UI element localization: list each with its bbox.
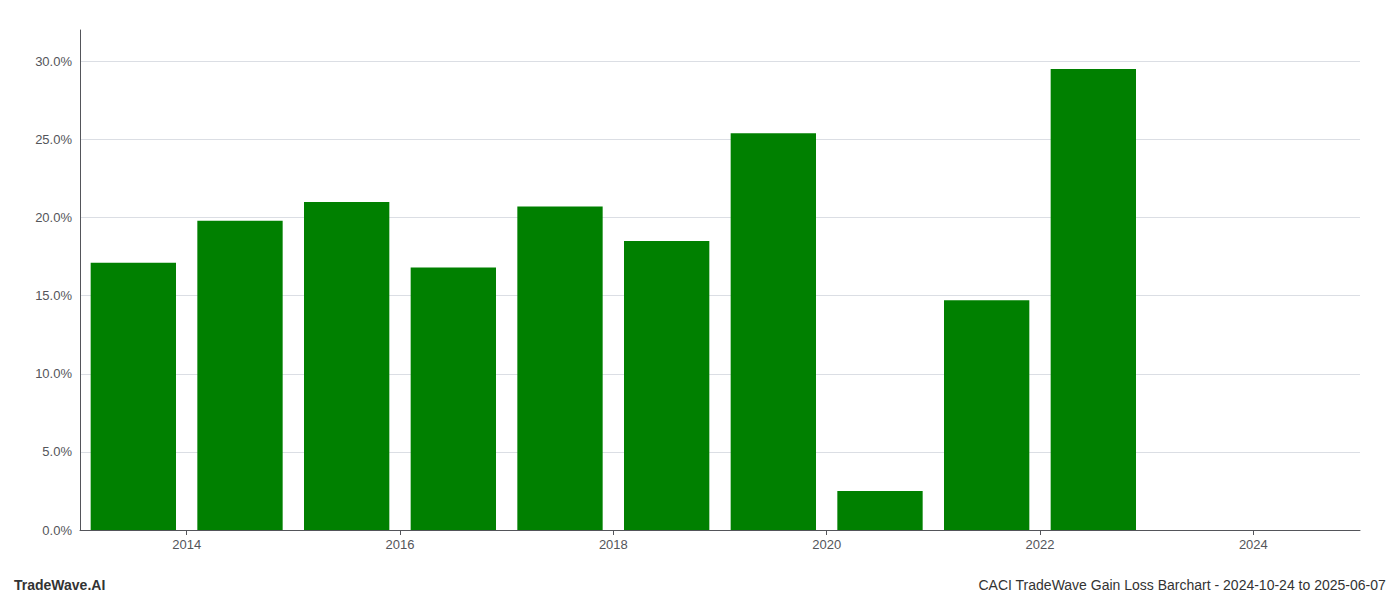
svg-text:2024: 2024: [1239, 537, 1268, 552]
svg-text:5.0%: 5.0%: [42, 444, 72, 459]
svg-text:20.0%: 20.0%: [35, 210, 72, 225]
svg-text:2016: 2016: [386, 537, 415, 552]
svg-text:2022: 2022: [1026, 537, 1055, 552]
svg-text:0.0%: 0.0%: [42, 523, 72, 538]
svg-text:TradeWave.AI: TradeWave.AI: [14, 577, 105, 593]
svg-text:15.0%: 15.0%: [35, 288, 72, 303]
svg-text:10.0%: 10.0%: [35, 366, 72, 381]
svg-text:2018: 2018: [599, 537, 628, 552]
svg-text:25.0%: 25.0%: [35, 132, 72, 147]
svg-text:2020: 2020: [812, 537, 841, 552]
svg-text:CACI TradeWave Gain Loss Barch: CACI TradeWave Gain Loss Barchart - 2024…: [978, 577, 1385, 593]
svg-text:30.0%: 30.0%: [35, 54, 72, 69]
svg-text:2014: 2014: [172, 537, 201, 552]
